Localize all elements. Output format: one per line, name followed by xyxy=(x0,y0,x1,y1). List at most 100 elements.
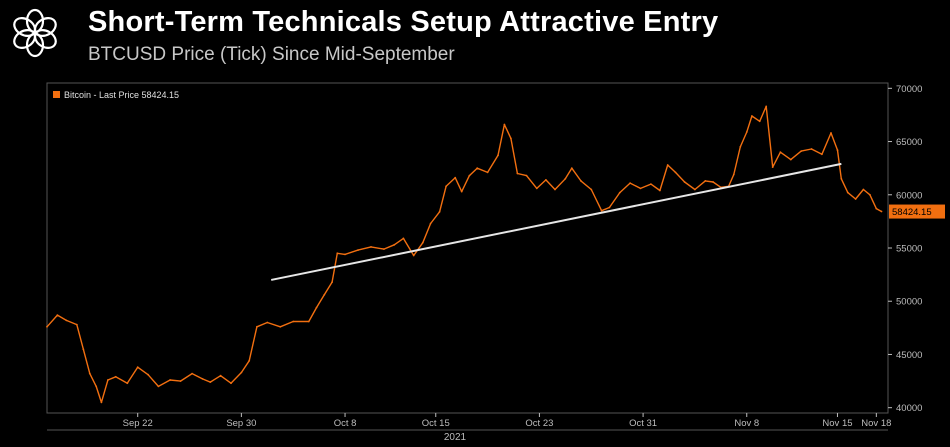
series-point xyxy=(779,151,782,154)
series-point xyxy=(75,323,78,326)
series-point xyxy=(564,177,567,180)
series-point xyxy=(383,248,385,251)
series-point xyxy=(266,321,269,324)
series-point xyxy=(307,320,310,323)
x-tick-label: Sep 30 xyxy=(226,418,256,429)
series-point xyxy=(336,252,339,255)
series-point xyxy=(694,188,696,191)
trendline xyxy=(270,162,842,281)
series-point xyxy=(608,206,611,209)
series-point xyxy=(525,174,528,177)
series-point xyxy=(412,254,415,257)
series-point xyxy=(95,385,98,388)
y-tick-label: 45000 xyxy=(896,350,922,361)
legend: Bitcoin - Last Price 58424.15 xyxy=(53,90,179,100)
y-tick-label: 70000 xyxy=(896,84,922,95)
chart-subtitle: BTCUSD Price (Tick) Since Mid-September xyxy=(88,44,455,65)
series-point xyxy=(114,375,117,378)
series-point xyxy=(402,237,405,240)
x-tick-label: Oct 31 xyxy=(629,418,657,429)
legend-label: Bitcoin - Last Price 58424.15 xyxy=(64,90,179,100)
series-point xyxy=(429,222,432,225)
series-point xyxy=(315,306,318,309)
series-point xyxy=(830,132,832,134)
y-tick-label: 65000 xyxy=(896,137,922,148)
series-point xyxy=(191,372,194,375)
series-point xyxy=(854,198,857,200)
plot-frame xyxy=(46,82,889,414)
series-point xyxy=(618,191,621,194)
series-point xyxy=(836,149,839,151)
series-point xyxy=(256,325,258,328)
series-point xyxy=(179,380,182,382)
series-point xyxy=(209,381,212,383)
series-point xyxy=(704,180,707,182)
series-point xyxy=(554,188,556,191)
series-point xyxy=(445,185,447,188)
series-point xyxy=(323,293,326,296)
x-tick-label: Nov 15 xyxy=(822,418,852,429)
series-point xyxy=(758,120,761,123)
series-point xyxy=(821,153,823,156)
x-tick-label: Oct 8 xyxy=(334,418,357,429)
x-tick-label: Nov 8 xyxy=(734,418,759,429)
series-point xyxy=(880,210,883,213)
series-point xyxy=(65,319,68,322)
series-point xyxy=(745,131,748,133)
series-point xyxy=(535,187,538,190)
series-point xyxy=(683,181,686,183)
series-point xyxy=(666,164,669,166)
series-point xyxy=(468,174,471,177)
series-point xyxy=(862,188,865,191)
series-point xyxy=(765,105,768,108)
last-price-tag: 58424.15 xyxy=(889,204,945,219)
series-point xyxy=(545,179,547,181)
series-point xyxy=(600,209,603,212)
series-point xyxy=(230,382,232,385)
series-point xyxy=(771,166,774,168)
last-price-tag-box xyxy=(889,204,945,219)
y-tick-label: 40000 xyxy=(896,403,922,414)
series-point xyxy=(659,189,661,192)
series-point xyxy=(136,366,139,369)
x-tick-label: Oct 15 xyxy=(422,418,450,429)
series-point xyxy=(248,359,251,362)
series-point xyxy=(292,320,295,323)
series-point xyxy=(393,243,396,246)
series-point xyxy=(674,171,677,174)
series-point xyxy=(846,191,849,194)
series-point xyxy=(279,325,282,328)
series-point xyxy=(147,373,150,376)
series-point xyxy=(126,382,129,385)
series-point xyxy=(732,173,735,176)
y-tick-label: 55000 xyxy=(896,244,922,255)
x-tick-label: Nov 18 xyxy=(861,418,891,429)
y-tick-label: 50000 xyxy=(896,297,922,308)
series-point xyxy=(219,374,222,377)
x-tick-label: Oct 23 xyxy=(525,418,553,429)
series-point xyxy=(810,148,813,150)
series-point xyxy=(503,123,506,126)
series-point xyxy=(460,190,463,193)
legend-swatch xyxy=(53,91,60,98)
series-point xyxy=(88,372,91,375)
series-point xyxy=(344,253,346,256)
series-point xyxy=(107,379,109,381)
series-point xyxy=(46,325,48,328)
y-axis: 40000 45000 50000 55000 60000 65000 70000 xyxy=(888,84,922,414)
series-point xyxy=(82,348,85,350)
x-axis-title: 2021 xyxy=(444,432,467,443)
series-point xyxy=(789,158,792,161)
series-point xyxy=(800,150,803,152)
series-point xyxy=(570,167,573,170)
series-point xyxy=(580,180,582,182)
series-point xyxy=(739,146,742,148)
series-point xyxy=(629,182,631,184)
series-point xyxy=(240,371,243,374)
x-axis: Sep 22 Sep 30 Oct 8 Oct 15 Oct 23 Oct 31 Nov 8… xyxy=(47,413,891,431)
series-point xyxy=(169,379,172,381)
series-point xyxy=(201,378,204,380)
series-point xyxy=(875,207,878,210)
x-tick-label: Sep 22 xyxy=(123,418,153,429)
series-point xyxy=(486,171,489,174)
